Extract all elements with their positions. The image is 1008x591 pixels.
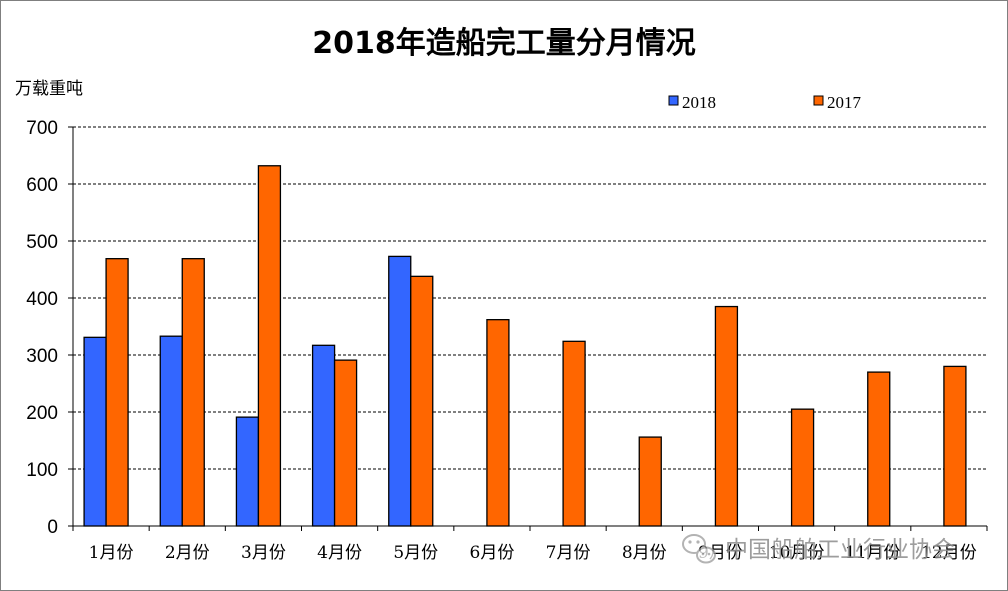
bar-2017 — [333, 359, 358, 527]
bar-2017 — [562, 340, 586, 527]
y-axis-label: 万载重吨 — [15, 79, 83, 99]
x-tick-label: 12月份 — [921, 543, 977, 563]
legend: 2018 2017 — [668, 93, 862, 112]
y-tick-label: 600 — [26, 175, 58, 196]
y-tick-label: 100 — [26, 460, 58, 481]
y-tick-label: 300 — [26, 346, 58, 367]
y-tick-label: 400 — [26, 289, 58, 310]
y-tick-label: 500 — [26, 232, 58, 253]
legend-label-2018: 2018 — [682, 93, 716, 112]
x-tick-label: 4月份 — [317, 543, 362, 563]
bar-2017 — [714, 305, 739, 527]
bar-2017 — [257, 165, 282, 527]
y-tick-label: 200 — [26, 403, 58, 424]
x-tick-label: 6月份 — [470, 543, 515, 563]
y-tick-label: 700 — [26, 118, 58, 139]
x-tick-labels: 1月份 2月份 3月份 4月份 5月份 6月份 7月份 8月份 9月份 10月份 11月份 12月份 — [89, 543, 977, 563]
legend-swatch-2018 — [668, 95, 679, 106]
wechat-icon — [682, 534, 716, 564]
x-tick-label: 3月份 — [241, 543, 286, 563]
watermark: 中国船舶工业行业协会 — [682, 534, 955, 564]
bar-2017 — [638, 436, 662, 527]
bar-2017 — [790, 408, 815, 527]
x-tick-label: 1月份 — [89, 543, 134, 563]
bar-2017 — [105, 258, 129, 527]
bar-2017 — [943, 365, 967, 527]
bar-2018 — [235, 416, 260, 527]
bar-2018 — [311, 344, 336, 527]
y-tick-label: 0 — [47, 517, 58, 538]
bar-2017 — [486, 319, 510, 527]
legend-swatch-2017 — [813, 95, 824, 106]
x-tick-label: 7月份 — [546, 543, 591, 563]
bar-2018 — [159, 335, 183, 527]
bar-2017 — [410, 275, 434, 527]
axes — [68, 126, 988, 531]
x-tick-label: 8月份 — [622, 543, 667, 563]
bar-2017 — [181, 258, 205, 527]
chart-title: 2018年造船完工量分月情况 — [312, 26, 696, 61]
y-tick-labels: 0 100 200 300 400 500 600 700 — [26, 118, 58, 538]
x-tick-label: 2月份 — [165, 543, 210, 563]
bar-2018 — [83, 336, 107, 527]
legend-label-2017: 2017 — [827, 93, 862, 112]
x-tick-label: 5月份 — [393, 543, 438, 563]
bars — [83, 165, 967, 527]
x-tick-label: 11月份 — [845, 543, 901, 563]
bar-2017 — [867, 371, 891, 527]
gridlines — [73, 126, 987, 470]
x-tick-label: 10月份 — [769, 543, 825, 563]
watermark-text: 中国船舶工业行业协会 — [725, 537, 955, 563]
bar-2018 — [388, 255, 412, 527]
